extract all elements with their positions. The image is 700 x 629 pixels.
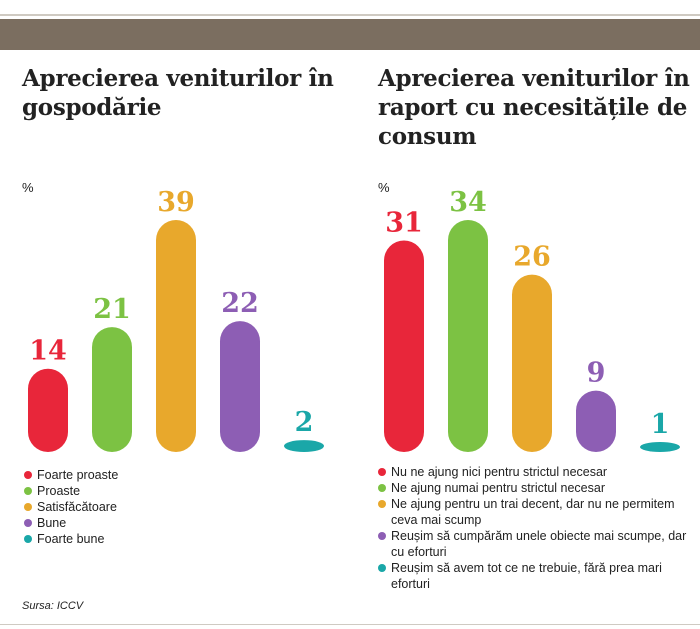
chart2-value-label-5: 1: [651, 409, 670, 440]
chart1-value-label-5: 2: [295, 407, 314, 438]
chart2-value-label-3: 26: [513, 242, 551, 273]
legend-label: Foarte proaste: [37, 468, 119, 482]
legend-swatch: [24, 503, 32, 511]
legend-item: Ne ajung numai pentru strictul necesar: [378, 480, 688, 496]
legend-item: Reușim să avem tot ce ne trebuie, fără p…: [378, 560, 688, 592]
legend-swatch: [24, 519, 32, 527]
legend-swatch: [24, 471, 32, 479]
legend-label: Satisfăcătoare: [37, 500, 117, 514]
legend-item: Ne ajung pentru un trai decent, dar nu n…: [378, 496, 688, 528]
header-band: [0, 19, 700, 50]
chart2-bar-4: [576, 390, 616, 452]
chart-right-title: Aprecierea veniturilor în raport cu nece…: [378, 65, 690, 150]
top-rule: [0, 14, 700, 16]
legend-item: Proaste: [24, 483, 224, 499]
legend-label: Foarte bune: [37, 532, 105, 546]
legend-item: Foarte proaste: [24, 467, 224, 483]
chart1-bar-2: [92, 327, 132, 452]
legend-item: Reușim să cumpărăm unele obiecte mai scu…: [378, 528, 688, 560]
chart-left-unit: %: [22, 180, 34, 195]
chart-right-legend: Nu ne ajung nici pentru strictul necesar…: [378, 464, 688, 592]
legend-label: Ne ajung numai pentru strictul necesar: [391, 481, 606, 495]
legend-label: Reușim să avem tot ce ne trebuie, fără p…: [391, 561, 662, 591]
legend-label: Bune: [37, 516, 67, 530]
legend-item: Bune: [24, 515, 224, 531]
chart1-bar-5: [284, 440, 324, 452]
chart2-bar-3: [512, 274, 552, 452]
chart-left-legend: Foarte proaste Proaste Satisfăcătoare Bune F…: [24, 467, 224, 547]
legend-swatch: [24, 487, 32, 495]
chart1-bar-1: [28, 368, 68, 452]
legend-swatch: [378, 564, 386, 572]
legend-label: Reușim să cumpărăm unele obiecte mai scu…: [391, 529, 687, 559]
chart2-bar-5: [640, 442, 680, 452]
legend-label: Ne ajung pentru un trai decent, dar nu n…: [391, 497, 675, 527]
chart2-bar-1: [384, 240, 424, 452]
bottom-rule: [0, 624, 700, 625]
chart-left-title: Aprecierea veniturilor în gospodărie: [22, 65, 334, 121]
legend-swatch: [378, 484, 386, 492]
chart2-bar-2: [448, 220, 488, 452]
chart1-value-label-4: 22: [221, 288, 259, 319]
legend-label: Nu ne ajung nici pentru strictul necesar: [391, 465, 608, 479]
chart1-value-label-2: 21: [93, 294, 131, 325]
chart1-bar-3: [156, 220, 196, 452]
chart1-value-label-1: 14: [29, 336, 67, 367]
legend-item: Foarte bune: [24, 531, 224, 547]
source-note: Sursa: ICCV: [22, 600, 84, 612]
legend-item: Satisfăcătoare: [24, 499, 224, 515]
legend-swatch: [24, 535, 32, 543]
legend-label: Proaste: [37, 484, 81, 498]
legend-swatch: [378, 468, 386, 476]
chart-right-unit: %: [378, 180, 390, 195]
chart1-bar-4: [220, 321, 260, 452]
chart1-value-label-3: 39: [157, 187, 195, 218]
chart2-value-label-4: 9: [587, 358, 606, 389]
chart2-value-label-1: 31: [385, 207, 423, 238]
legend-item: Nu ne ajung nici pentru strictul necesar: [378, 464, 688, 480]
legend-swatch: [378, 500, 386, 508]
chart2-value-label-2: 34: [449, 187, 487, 218]
legend-swatch: [378, 532, 386, 540]
